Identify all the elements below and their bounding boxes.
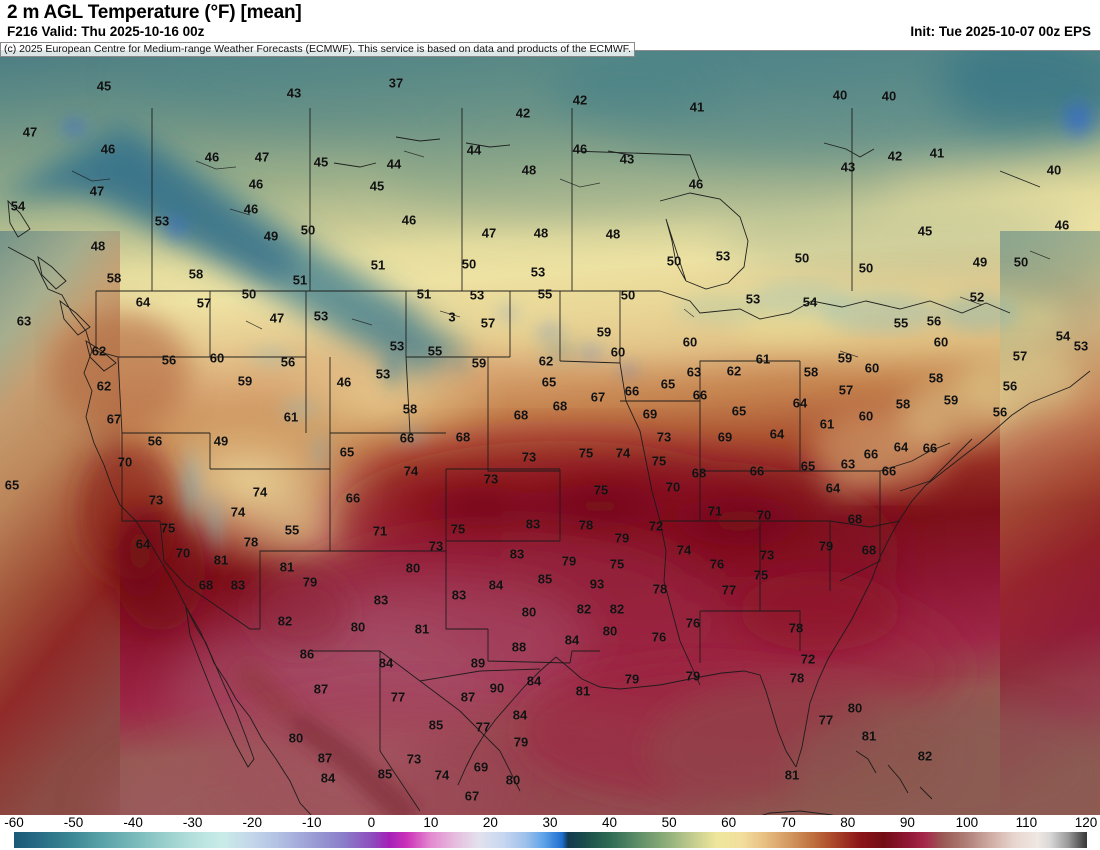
colorbar-tick: 110 xyxy=(1015,815,1038,830)
colorbar-segment xyxy=(1050,832,1069,848)
hydrography xyxy=(71,150,1051,358)
colorbar-segment xyxy=(282,832,312,848)
colorbar-segment xyxy=(740,832,765,848)
colorbar-segment xyxy=(222,832,253,848)
colorbar-segment xyxy=(73,832,104,848)
colorbar-segment xyxy=(407,832,431,848)
colorbar-segment xyxy=(526,832,545,848)
terrain-cool-pockets xyxy=(176,337,584,563)
colorbar-segment xyxy=(430,832,455,848)
colorbar-tick: 20 xyxy=(482,815,498,830)
political-boundaries xyxy=(7,108,1091,815)
colorbar-segment xyxy=(1068,832,1086,848)
colorbar-segment xyxy=(966,832,991,848)
colorbar-segment xyxy=(192,832,223,848)
colorbar-segment xyxy=(341,832,372,848)
colorbar-tick: -20 xyxy=(242,815,262,830)
colorbar-segment xyxy=(990,832,1015,848)
colorbar-segment xyxy=(943,832,967,848)
sierra-madre-cool xyxy=(232,661,420,815)
colorbar-tick: 120 xyxy=(1074,815,1098,830)
colorbar-segment xyxy=(764,832,789,848)
colorbar-segment xyxy=(544,832,562,848)
colorbar-tick: 10 xyxy=(423,815,439,830)
colorbar-tick: 30 xyxy=(542,815,558,830)
colorbar-segment xyxy=(103,832,134,848)
colorbar-segment xyxy=(1014,832,1039,848)
colorbar-segment xyxy=(669,832,699,848)
colorbar-segment xyxy=(43,832,74,848)
colorbar-tick: 60 xyxy=(721,815,737,830)
header: 2 m AGL Temperature (°F) [mean] F216 Val… xyxy=(0,0,1100,42)
colorbar-segment xyxy=(716,832,741,848)
colorbar-segment xyxy=(585,832,610,848)
colorbar-segment xyxy=(502,832,527,848)
colorbar-tick: 90 xyxy=(899,815,915,830)
colorbar-tick-labels: -60 -50 -40 -30 -20 -10 0 10 20 30 40 50 60 70 80 90 100… xyxy=(0,815,1100,832)
colorbar-tick: 80 xyxy=(840,815,856,830)
gulf-florida xyxy=(520,661,1100,815)
attribution-text: (c) 2025 European Centre for Medium-rang… xyxy=(0,42,635,57)
colorbar-segment xyxy=(698,832,717,848)
rockies-cool-band xyxy=(0,121,470,381)
great-lakes-cool xyxy=(675,281,1018,333)
colorbar-segment xyxy=(252,832,282,848)
colorbar-tick: -60 xyxy=(4,815,24,830)
colorbar-tick: 0 xyxy=(367,815,376,830)
colorbar-segment xyxy=(812,832,836,848)
colorbar-tick: 40 xyxy=(602,815,618,830)
colorbar-segment xyxy=(311,832,342,848)
colorbar-segment xyxy=(454,832,479,848)
colorbar-segment xyxy=(371,832,390,848)
colorbar-segment xyxy=(925,832,944,848)
colorbar-segment xyxy=(133,832,163,848)
colorbar-tick: 70 xyxy=(780,815,796,830)
colorbar-segment xyxy=(1038,832,1051,848)
colorbar-segment xyxy=(162,832,193,848)
colorbar-segment xyxy=(609,832,640,848)
colorbar-tick: -10 xyxy=(302,815,322,830)
colorbar-segment xyxy=(1086,832,1087,848)
colorbar-segment xyxy=(883,832,908,848)
deep-red-cores xyxy=(105,476,900,651)
colorbar-segment xyxy=(567,832,586,848)
colorbar-segment xyxy=(835,832,860,848)
colorbar-segment xyxy=(639,832,670,848)
valid-time-label: F216 Valid: Thu 2025-10-16 00z xyxy=(7,24,205,39)
colorbar-segment xyxy=(478,832,503,848)
map-canvas xyxy=(0,51,1100,815)
colorbar-segment xyxy=(859,832,884,848)
page-title: 2 m AGL Temperature (°F) [mean] xyxy=(7,2,302,23)
colorbar-segment xyxy=(14,832,44,848)
colorbar-tick: 50 xyxy=(661,815,677,830)
colorbar-gradient xyxy=(14,832,1087,848)
colorbar-segment xyxy=(561,832,568,848)
colorbar-tick: -30 xyxy=(182,815,203,830)
colorbar-tick: -40 xyxy=(123,815,143,830)
colorbar-segment xyxy=(907,832,926,848)
colorbar-segment xyxy=(389,832,408,848)
colorbar-segment xyxy=(788,832,813,848)
colorbar-tick: -50 xyxy=(63,815,84,830)
colorbar-tick: 100 xyxy=(955,815,979,830)
temperature-map[interactable]: 45 43 37 42 42 41 40 40 47 46 46 47 45 44 44 48 46 43 43 42… xyxy=(0,50,1100,815)
colorbar-legend[interactable]: -60 -50 -40 -30 -20 -10 0 10 20 30 40 50 60 70 80 90 100… xyxy=(0,815,1100,850)
init-time-label: Init: Tue 2025-10-07 00z EPS xyxy=(910,24,1091,39)
